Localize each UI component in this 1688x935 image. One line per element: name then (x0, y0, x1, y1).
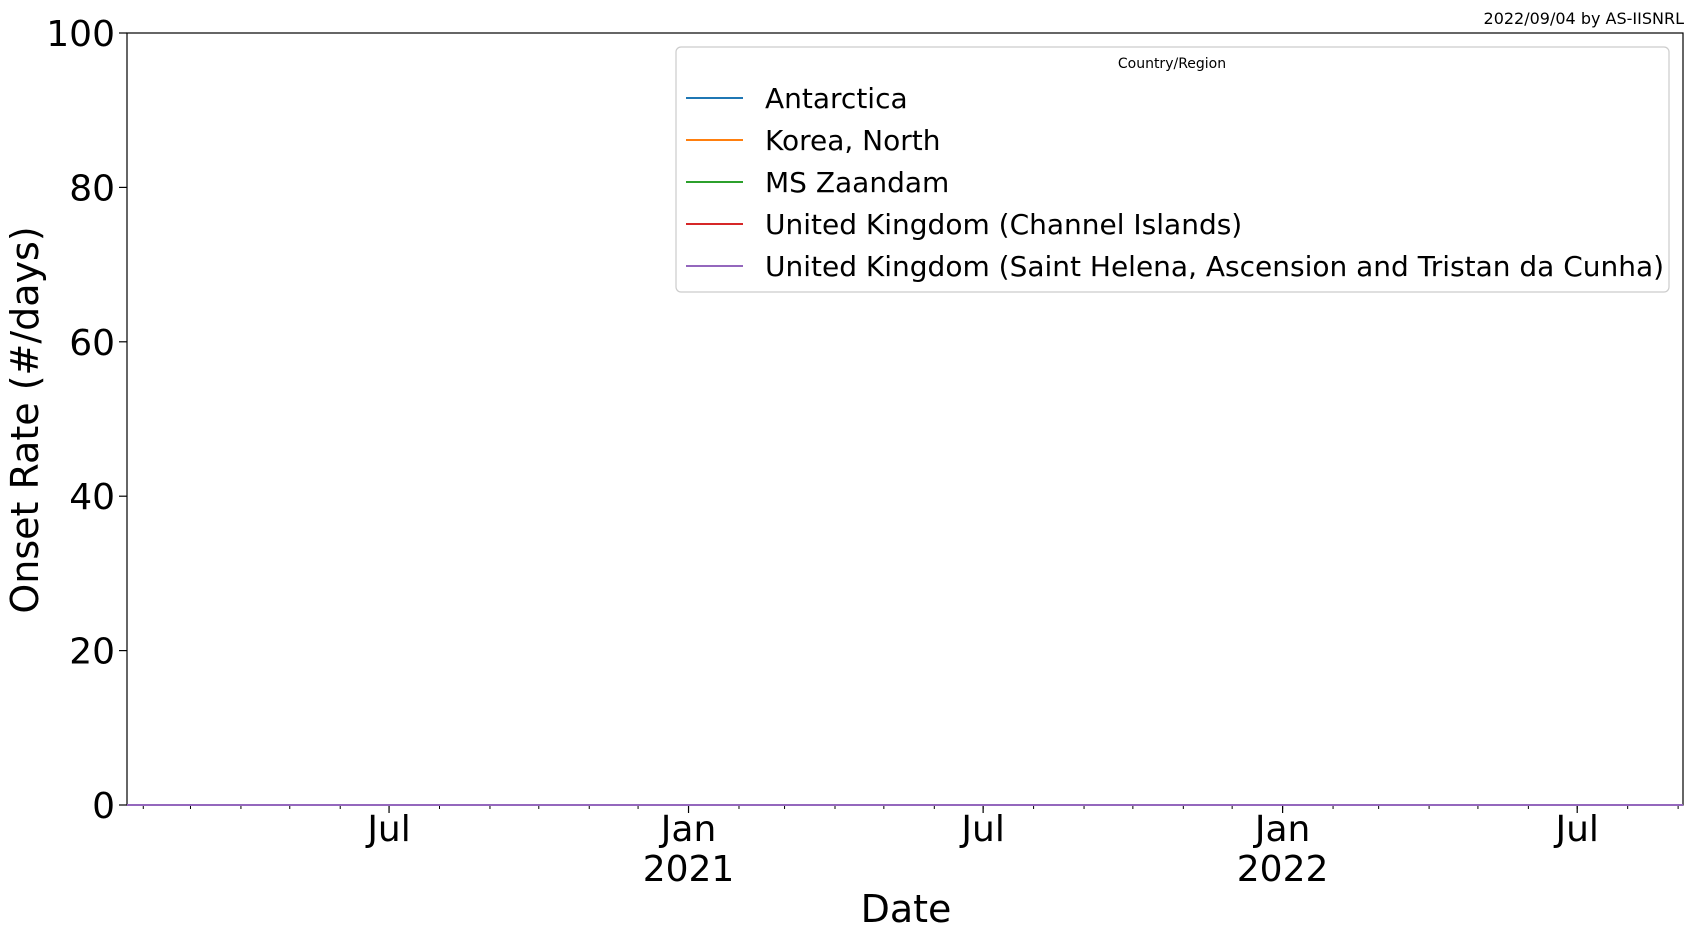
x-tick-label: Jul (1553, 809, 1598, 850)
y-axis-label: Onset Rate (#/days) (3, 226, 47, 613)
legend-label: Korea, North (765, 124, 941, 157)
legend-label: United Kingdom (Saint Helena, Ascension … (765, 250, 1664, 283)
x-tick-label: Jul (959, 809, 1004, 850)
x-tick-label: Jan (1253, 809, 1311, 850)
y-tick-label: 40 (69, 477, 115, 518)
x-axis-label: Date (861, 887, 952, 931)
legend: Country/Region Antarctica Korea, North MS Z… (675, 46, 1670, 293)
legend-label: United Kingdom (Channel Islands) (765, 208, 1242, 241)
legend-title: Country/Region (1118, 56, 1226, 72)
legend-box (675, 46, 1670, 293)
legend-label: Antarctica (765, 82, 908, 115)
legend-label: MS Zaandam (765, 166, 949, 199)
x-tick-label: Jul (365, 809, 410, 850)
x-tick-year-label: 2022 (1237, 849, 1329, 890)
x-tick-label: Jan (659, 809, 717, 850)
y-tick-label: 0 (92, 786, 115, 827)
x-tick-year-label: 2021 (643, 849, 735, 890)
y-tick-label: 60 (69, 323, 115, 364)
y-tick-label: 20 (69, 632, 115, 673)
y-tick-label: 100 (46, 14, 115, 55)
y-tick-label: 80 (69, 168, 115, 209)
credit-text: 2022/09/04 by AS-IISNRL (1484, 9, 1685, 28)
y-axis: 0 20 40 60 80 100 (46, 14, 127, 827)
